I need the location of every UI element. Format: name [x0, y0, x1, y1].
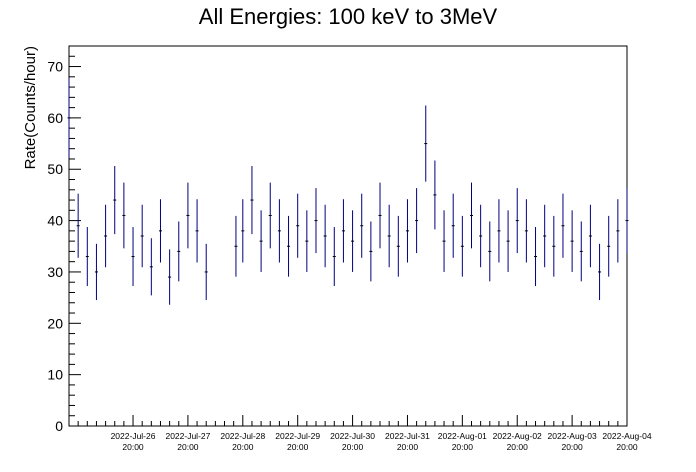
- data-point: [259, 210, 263, 272]
- data-point: [378, 182, 382, 249]
- data-point: [305, 210, 309, 272]
- data-point: [598, 243, 602, 301]
- data-point: [387, 204, 391, 268]
- data-point: [561, 193, 565, 258]
- data-point: [524, 199, 528, 263]
- data-point: [67, 78, 71, 158]
- data-point: [369, 221, 373, 282]
- y-axis: 0 10 20 30 40 50 60 70: [47, 45, 81, 434]
- data-series: [67, 78, 629, 305]
- data-point: [314, 188, 318, 254]
- data-point: [177, 221, 181, 282]
- data-point: [488, 221, 492, 282]
- data-point: [204, 243, 208, 301]
- x-tick-label-date: 2022-Aug-02: [493, 431, 542, 441]
- data-point: [625, 188, 629, 254]
- data-point: [341, 199, 345, 263]
- data-point: [552, 215, 556, 277]
- y-tick-label: 60: [47, 110, 63, 126]
- data-point: [122, 182, 126, 249]
- x-tick-label-date: 2022-Aug-04: [602, 431, 651, 441]
- data-point: [570, 210, 574, 272]
- x-tick-label-time: 20:00: [452, 442, 474, 452]
- data-point: [607, 215, 611, 277]
- data-point: [424, 105, 428, 182]
- y-tick-label: 30: [47, 264, 63, 280]
- data-point: [168, 249, 172, 305]
- data-point: [131, 227, 135, 287]
- data-point: [396, 215, 400, 277]
- x-axis: 2022-Jul-2620:002022-Jul-2720:002022-Jul…: [68, 415, 652, 452]
- data-point: [588, 204, 592, 268]
- data-point: [332, 227, 336, 287]
- data-point: [469, 182, 473, 249]
- data-point: [460, 215, 464, 277]
- x-tick-label-time: 20:00: [397, 442, 419, 452]
- data-point: [405, 199, 409, 263]
- data-point: [158, 199, 162, 263]
- y-tick-label: 10: [47, 367, 63, 383]
- y-tick-label: 50: [47, 161, 63, 177]
- data-point: [451, 193, 455, 258]
- data-point: [579, 221, 583, 282]
- y-tick-label: 0: [55, 418, 63, 434]
- data-point: [534, 227, 538, 287]
- x-tick-label-date: 2022-Jul-31: [385, 431, 430, 441]
- data-point: [323, 204, 327, 268]
- chart-title: All Energies: 100 keV to 3MeV: [199, 4, 498, 29]
- data-point: [186, 182, 190, 249]
- x-tick-label-date: 2022-Aug-01: [438, 431, 487, 441]
- x-tick-label-time: 20:00: [177, 442, 199, 452]
- data-point: [515, 188, 519, 254]
- x-tick-label-date: 2022-Jul-27: [165, 431, 210, 441]
- data-point: [287, 215, 291, 277]
- x-tick-label-time: 20:00: [507, 442, 529, 452]
- data-point: [149, 238, 153, 296]
- data-point: [616, 199, 620, 263]
- data-point: [234, 215, 238, 277]
- data-point: [195, 199, 199, 263]
- data-point: [479, 204, 483, 268]
- y-axis-label: Rate(Counts/hour): [22, 46, 39, 169]
- data-point: [113, 165, 117, 235]
- x-tick-label-date: 2022-Jul-26: [111, 431, 156, 441]
- x-tick-label-time: 20:00: [122, 442, 144, 452]
- data-point: [415, 188, 419, 254]
- data-point: [250, 165, 254, 235]
- data-point: [351, 210, 355, 272]
- y-tick-label: 40: [47, 213, 63, 229]
- data-point: [268, 182, 272, 249]
- x-tick-label-time: 20:00: [561, 442, 583, 452]
- x-tick-label-date: 2022-Jul-29: [275, 431, 320, 441]
- x-tick-label-date: 2022-Aug-03: [548, 431, 597, 441]
- data-point: [277, 199, 281, 263]
- data-point: [506, 210, 510, 272]
- data-point: [360, 193, 364, 258]
- data-point: [241, 199, 245, 263]
- data-point: [543, 204, 547, 268]
- x-tick-label-date: 2022-Jul-28: [220, 431, 265, 441]
- data-point: [497, 199, 501, 263]
- data-point: [442, 210, 446, 272]
- data-point: [85, 227, 89, 287]
- x-tick-label-time: 20:00: [616, 442, 638, 452]
- data-point: [140, 204, 144, 268]
- x-tick-label-time: 20:00: [287, 442, 309, 452]
- x-tick-label-time: 20:00: [232, 442, 254, 452]
- data-point: [76, 193, 80, 258]
- x-tick-label-date: 2022-Jul-30: [330, 431, 375, 441]
- y-tick-label: 20: [47, 315, 63, 331]
- x-tick-label-time: 20:00: [342, 442, 364, 452]
- data-point: [104, 204, 108, 268]
- data-point: [433, 160, 437, 230]
- data-point: [296, 193, 300, 258]
- y-tick-label: 70: [47, 59, 63, 75]
- data-point: [94, 243, 98, 301]
